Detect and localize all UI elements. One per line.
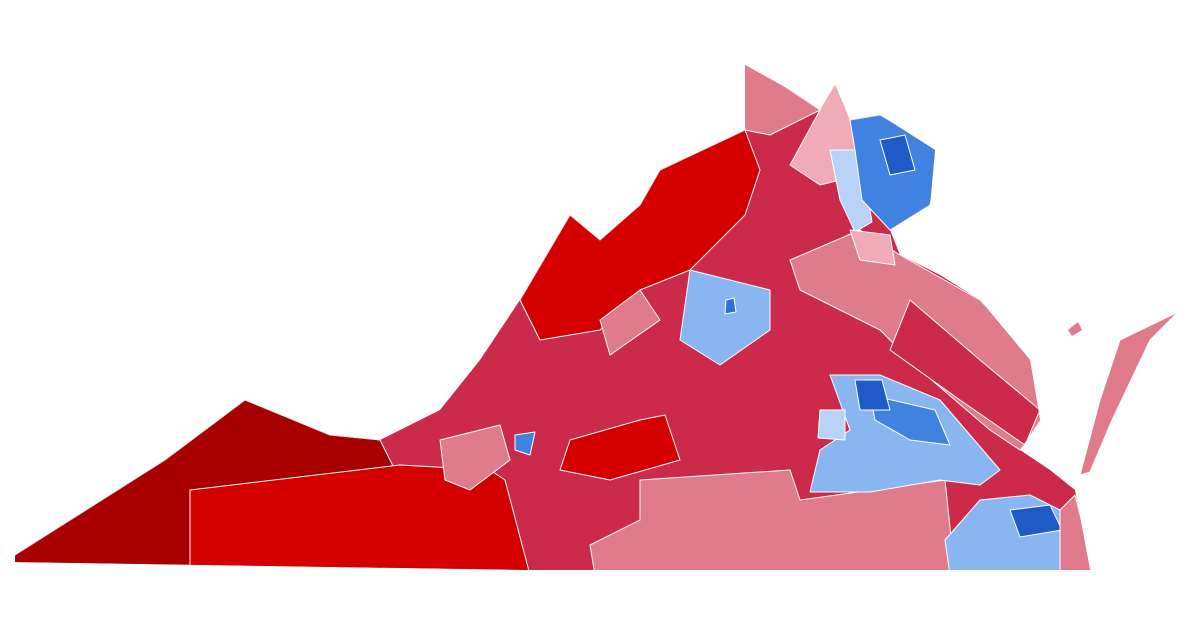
region bbox=[189, 464, 531, 570]
region bbox=[854, 379, 891, 411]
region bbox=[514, 431, 536, 456]
region bbox=[599, 289, 661, 356]
region bbox=[559, 414, 681, 481]
region bbox=[679, 269, 771, 366]
region bbox=[869, 394, 951, 446]
region bbox=[439, 424, 511, 491]
region bbox=[724, 297, 737, 315]
region bbox=[849, 229, 896, 266]
region bbox=[519, 129, 761, 341]
eastern-shore bbox=[1079, 311, 1179, 476]
region bbox=[817, 409, 846, 441]
island bbox=[1068, 322, 1082, 336]
region bbox=[879, 134, 916, 176]
region bbox=[589, 469, 956, 570]
region bbox=[1059, 494, 1090, 570]
